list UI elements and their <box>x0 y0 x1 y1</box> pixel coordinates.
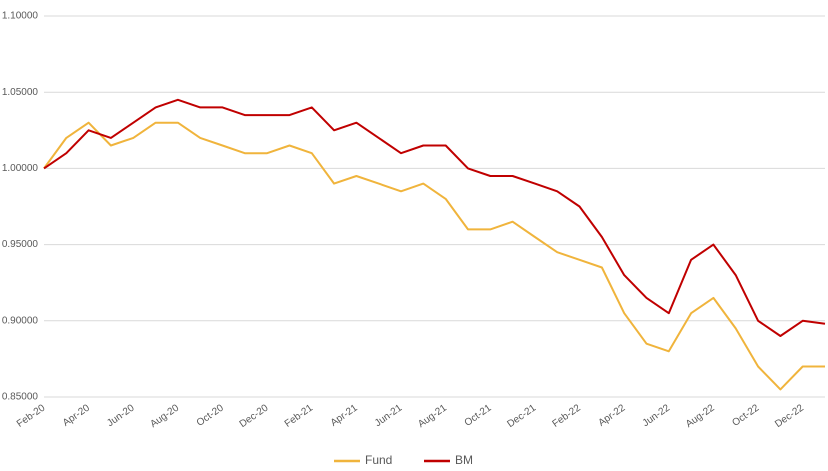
y-tick-label: 0.85000 <box>2 392 39 403</box>
x-tick-label: Jun-22 <box>641 402 673 429</box>
x-tick-label: Apr-22 <box>597 402 628 428</box>
y-tick-label: 1.10000 <box>2 11 39 22</box>
x-tick-label: Jun-21 <box>373 402 405 429</box>
x-tick-label: Aug-22 <box>684 402 717 430</box>
y-tick-label: 0.95000 <box>2 239 39 250</box>
x-tick-label: Apr-21 <box>329 402 360 428</box>
x-tick-label: Oct-22 <box>730 402 761 428</box>
x-tick-label: Feb-21 <box>283 402 316 429</box>
x-tick-label: Jun-20 <box>105 402 137 429</box>
x-tick-label: Oct-20 <box>195 402 226 428</box>
x-tick-label: Oct-21 <box>463 402 494 428</box>
legend-label: BM <box>455 453 473 467</box>
series-line <box>43 98 826 337</box>
y-tick-label: 0.90000 <box>2 315 39 326</box>
x-tick-label: Dec-22 <box>773 402 806 430</box>
x-tick-label: Dec-20 <box>238 402 271 430</box>
y-tick-label: 1.00000 <box>2 163 39 174</box>
x-tick-label: Feb-22 <box>551 402 584 429</box>
x-tick-label: Aug-21 <box>416 402 449 430</box>
x-tick-label: Dec-21 <box>505 402 538 430</box>
series-line <box>43 121 825 391</box>
x-tick-label: Aug-20 <box>148 402 181 430</box>
legend-label: Fund <box>365 453 392 467</box>
y-tick-label: 1.05000 <box>2 87 39 98</box>
x-tick-label: Apr-20 <box>61 402 92 428</box>
x-tick-label: Feb-20 <box>15 402 48 429</box>
